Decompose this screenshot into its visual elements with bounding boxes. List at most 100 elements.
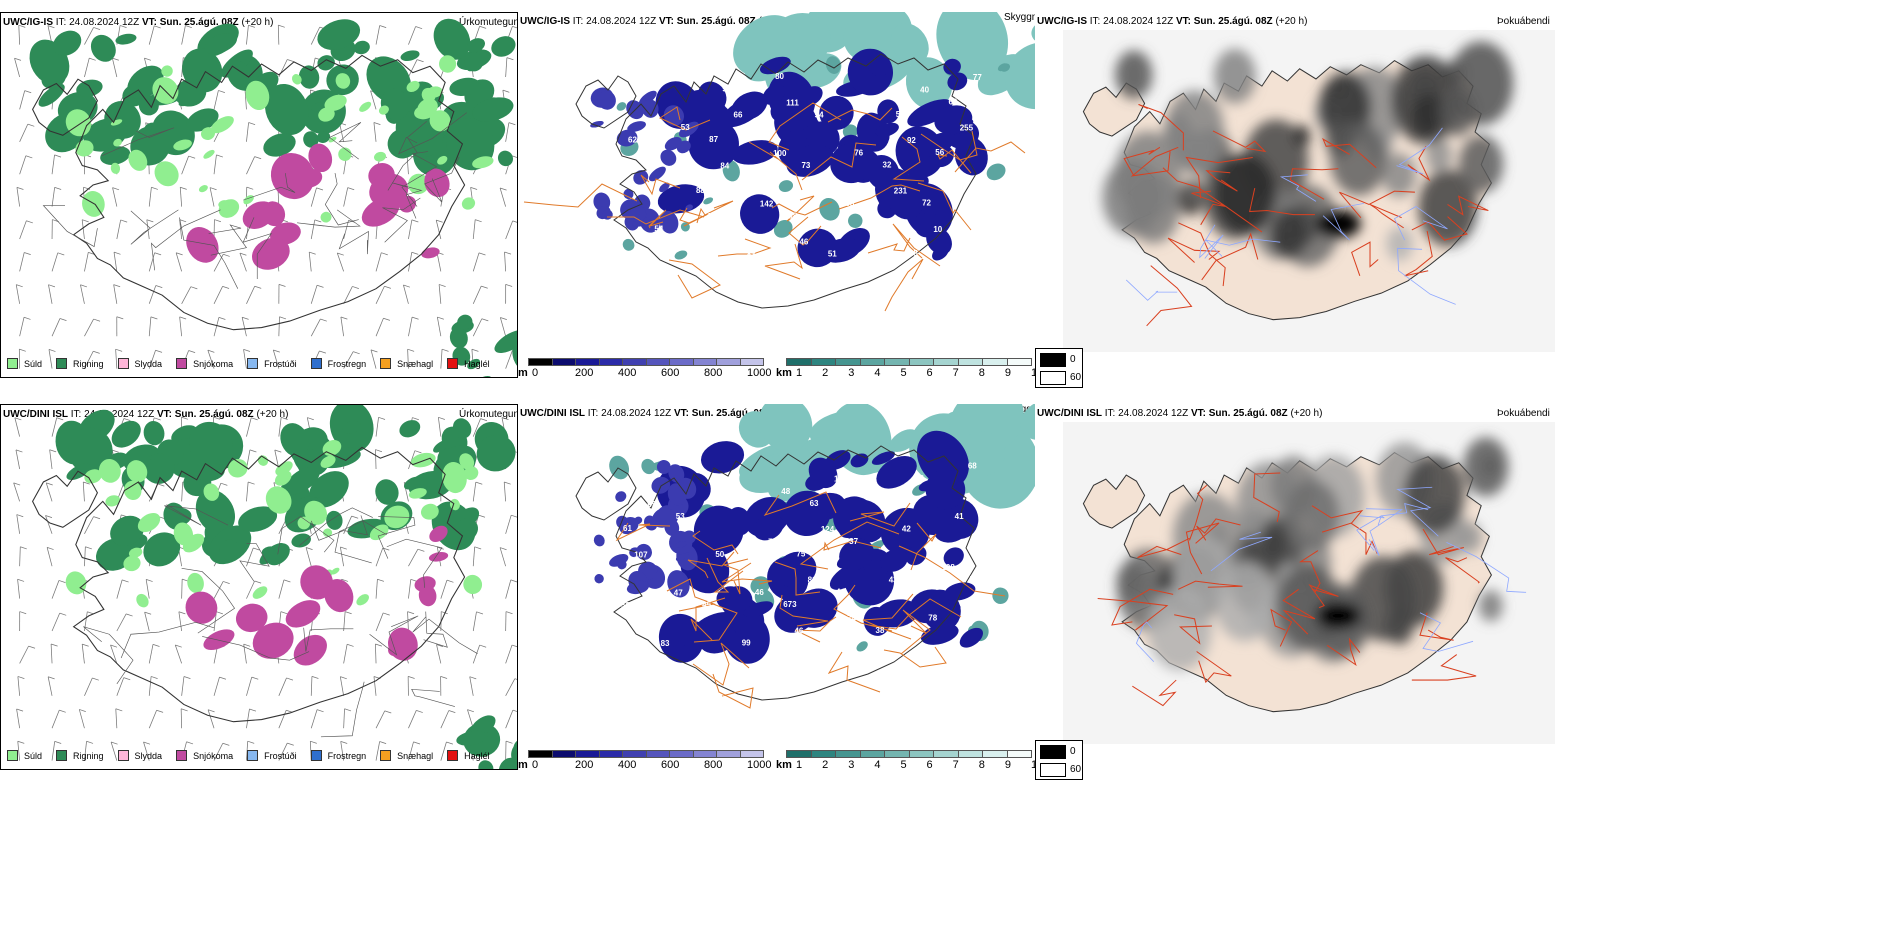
valid-time: Sun. 25.ágú. 08Z [1193, 16, 1273, 27]
colorbar-tick-text: 8 [978, 759, 985, 771]
colorbar-tick: 6 [927, 759, 933, 771]
cloud-base-value: 62 [628, 136, 637, 145]
wind-barb [353, 351, 360, 355]
wind-barb [408, 579, 412, 599]
legend-item: Slydda [117, 750, 162, 761]
wind-barb [81, 219, 85, 240]
wind-barb [309, 251, 316, 255]
cloud-base-value: 51 [828, 250, 837, 259]
wind-barb [375, 252, 382, 272]
wind-barb [505, 678, 516, 696]
wind-barb [113, 252, 118, 272]
wind-barb [408, 252, 413, 272]
wind-barb [379, 741, 387, 745]
panel-label: Þokuábendi [1497, 16, 1550, 28]
valid-time: Sun. 25.ágú. 08Z [159, 17, 239, 28]
wind-barb [248, 481, 255, 485]
cloud-base-value: 111 [786, 98, 799, 107]
wind-barb [17, 741, 21, 761]
colorbar-segment [982, 358, 1008, 366]
wind-barb [148, 252, 155, 272]
init-time: IT: 24.08.2024 12Z [587, 408, 672, 419]
cloud-base-value: 60 [729, 499, 738, 508]
wind-barb [375, 710, 386, 729]
wind-barb [506, 57, 514, 61]
cloud-base-value: 88 [788, 212, 797, 221]
wind-barb [213, 90, 219, 110]
wind-barb [441, 611, 448, 615]
precip-cell [464, 466, 479, 480]
fog-cell [1386, 226, 1413, 262]
wind-barb [278, 284, 286, 287]
valid-time: Sun. 25.ágú. 08Z [174, 409, 254, 420]
valid-time: Sun. 25.ágú. 08Z [676, 16, 756, 27]
legend-item: Rigning [56, 358, 104, 369]
precip-cell [407, 173, 430, 195]
panel-header: UWC/IG-IS IT: 24.08.2024 12Z VT: Sun. 25… [1037, 16, 1307, 28]
wind-barb [403, 284, 409, 304]
precip-cell [597, 90, 616, 110]
wind-barb [17, 676, 21, 696]
panel-label: Úrkomutegund [459, 409, 517, 421]
precip-cell [285, 600, 321, 628]
wind-barb [472, 644, 481, 664]
cloud-base-value: 60 [867, 98, 876, 107]
wind-barb [316, 187, 324, 191]
precip-cell [186, 226, 219, 263]
cloud-base-value: 84 [720, 161, 729, 170]
precip-cell [100, 146, 131, 165]
precip-legend: Súld Rigning Slydda Snjókoma Frostúði Frostre… [7, 358, 504, 371]
wind-barb [249, 449, 257, 453]
wind-barb [51, 580, 60, 599]
precip-cell [187, 572, 204, 594]
wind-barb [283, 579, 291, 583]
colorbar-segment [810, 750, 836, 758]
wind-barb [345, 611, 352, 615]
precip-cell [472, 97, 514, 122]
precip-cell [758, 404, 813, 452]
precip-cell [356, 594, 369, 606]
cloud-base-value: 42 [902, 525, 911, 534]
colorbar-tick-text: 6 [926, 367, 933, 379]
wind-barb [280, 611, 288, 615]
wind-barb [340, 316, 345, 337]
wind-barb [479, 25, 487, 29]
wind-barb [272, 349, 280, 369]
colorbar-tick-text: 600 [661, 367, 680, 379]
precip-cell [128, 547, 143, 558]
precip-cell [456, 730, 488, 746]
wind-barb [249, 708, 257, 712]
wind-barb [243, 644, 247, 664]
wind-barb [499, 187, 507, 207]
precip-cell [113, 138, 122, 147]
cloud-base-value: 48 [781, 487, 790, 496]
wind-barb [319, 350, 327, 354]
precip-cell [227, 60, 251, 88]
cloud-base-value: 54 [654, 224, 663, 233]
wind-barb [119, 25, 127, 28]
cloud-base-value: 74 [694, 73, 703, 82]
precip-cell [298, 65, 320, 89]
wind-barb [502, 89, 510, 93]
legend-swatch [447, 358, 459, 369]
wind-barb [370, 90, 377, 110]
wind-barb [84, 741, 87, 761]
precip-cell [198, 185, 208, 193]
wind-barb [408, 26, 416, 45]
cloud-base-value: 92 [907, 136, 916, 145]
wind-barb [254, 580, 262, 584]
wind-barb [220, 482, 228, 486]
wind-barb [26, 220, 33, 224]
wind-barb [113, 284, 121, 288]
precip-cell [786, 144, 834, 177]
precip-cell [678, 121, 699, 138]
wind-barb [93, 350, 100, 354]
wind-barb [16, 514, 21, 534]
cloud-base-value: 52 [621, 601, 630, 610]
precip-cell [732, 140, 778, 165]
wind-barb [15, 449, 21, 470]
wind-barb [479, 644, 487, 648]
precip-cell [743, 601, 774, 618]
legend-item: Frostúði [247, 750, 297, 761]
precip-cell [161, 65, 173, 77]
